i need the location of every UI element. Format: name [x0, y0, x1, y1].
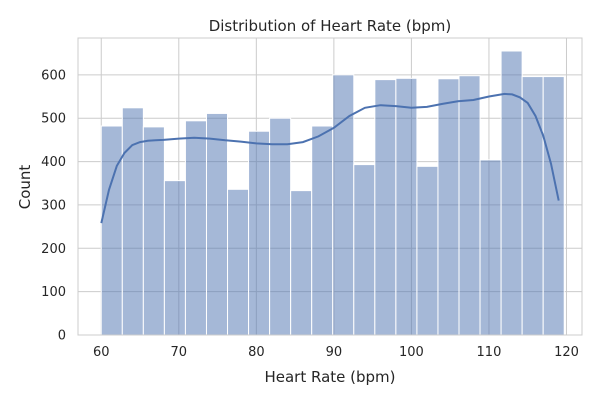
histogram-bar-18 — [479, 159, 502, 336]
y-tick-label-5: 500 — [41, 112, 66, 127]
x-tick-label-0: 60 — [93, 345, 110, 360]
y-tick-label-2: 200 — [41, 242, 66, 257]
histogram-bar-17 — [458, 75, 481, 336]
histogram-bar-3 — [163, 180, 186, 336]
histogram-bar-6 — [227, 188, 250, 336]
histogram-bar-20 — [521, 76, 544, 336]
x-axis-label: Heart Rate (bpm) — [264, 368, 395, 386]
kde-line — [100, 92, 560, 224]
histogram-bar-16 — [437, 78, 460, 336]
histogram-bar-7 — [248, 130, 271, 336]
histogram-bar-8 — [269, 117, 292, 336]
histogram-bar-15 — [416, 165, 439, 336]
x-tick-label-1: 70 — [171, 345, 188, 360]
y-tick-label-0: 0 — [58, 329, 66, 344]
x-tick-labels: 60 70 80 90 100 110 120 — [93, 345, 579, 360]
y-tick-label-4: 400 — [41, 155, 66, 170]
y-tick-label-6: 600 — [41, 68, 66, 83]
histogram-bar-12 — [353, 164, 376, 336]
histogram-bar-5 — [205, 112, 229, 336]
x-tick-label-5: 110 — [477, 345, 502, 360]
x-tick-label-4: 100 — [399, 345, 424, 360]
y-tick-label-3: 300 — [41, 198, 66, 213]
y-tick-label-1: 100 — [41, 285, 66, 300]
histogram-bar-13 — [374, 79, 397, 336]
y-axis-label: Count — [16, 165, 34, 210]
histogram-bar-21 — [542, 76, 565, 336]
histogram-bar-2 — [142, 126, 165, 336]
histogram-bar-4 — [184, 120, 207, 336]
histogram-bar-0 — [100, 125, 123, 336]
histogram-bar-9 — [290, 190, 313, 336]
histogram-bar-10 — [311, 125, 334, 336]
histogram-bar-11 — [332, 74, 355, 336]
histogram-bar-14 — [395, 77, 418, 336]
plot-frame — [77, 37, 583, 336]
chart-title: Distribution of Heart Rate (bpm) — [209, 17, 452, 35]
y-tick-labels: 0 100 200 300 400 500 600 — [41, 68, 66, 343]
x-tick-label-2: 80 — [248, 345, 265, 360]
x-tick-label-6: 120 — [554, 345, 579, 360]
x-tick-label-3: 90 — [326, 345, 343, 360]
